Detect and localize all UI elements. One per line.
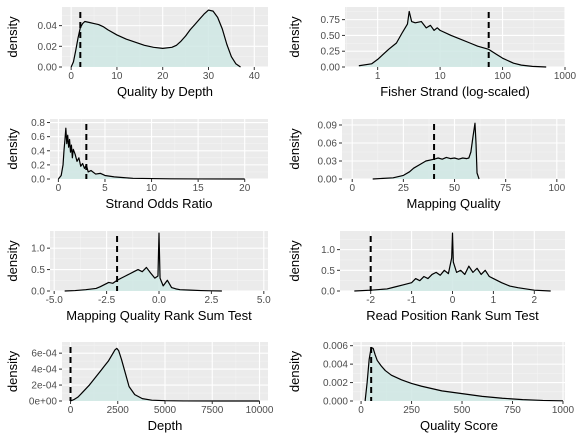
- x-tick-label: 2500: [107, 405, 130, 416]
- x-tick-label: 0: [68, 405, 74, 416]
- y-tick-label: 1.0: [31, 244, 45, 255]
- y-tick-label: 0.04: [38, 21, 58, 32]
- density-panel-6: 0 2500 5000 7500 10000 0e+00 2e-04 4e-04 6e-04 De…: [5, 342, 274, 433]
- y-tick-label: 0.8: [31, 118, 45, 129]
- x-tick-label: 2: [532, 295, 538, 306]
- x-tick-label: -5.0: [46, 295, 64, 306]
- y-tick-label: 0.03: [318, 157, 338, 168]
- y-tick-label: 0.25: [321, 47, 341, 58]
- y-tick-label: 0.75: [321, 15, 341, 26]
- y-tick-label: 4e-04: [31, 365, 57, 376]
- x-tick-label: 20: [157, 71, 169, 82]
- x-tick-label: -2.5: [98, 295, 116, 306]
- y-tick-label: 0.00: [318, 175, 338, 186]
- y-tick-label: 0.006: [323, 341, 348, 352]
- x-tick-label: 5: [102, 183, 108, 194]
- y-tick-label: 0.0: [31, 175, 45, 186]
- y-tick-label: 0.000: [323, 397, 348, 408]
- y-axis-title: density: [5, 240, 20, 282]
- x-tick-label: 30: [203, 71, 215, 82]
- x-tick-label: 2.5: [204, 295, 218, 306]
- x-axis-title: Strand Odds Ratio: [106, 196, 213, 211]
- x-tick-label: 250: [403, 405, 420, 416]
- x-tick-label: 0: [358, 405, 364, 416]
- y-tick-label: 0.6: [31, 132, 45, 143]
- x-axis-title: Quality Score: [420, 418, 498, 433]
- density-panel-7: 0 250 500 750 1000 0.000 0.002 0.004 0.006 Qualit…: [287, 341, 575, 433]
- y-tick-label: 0.50: [321, 31, 341, 42]
- x-tick-label: 5.0: [257, 295, 271, 306]
- x-tick-label: 75: [500, 183, 512, 194]
- x-axis-title: Quality by Depth: [117, 84, 213, 99]
- x-tick-label: 0: [349, 183, 355, 194]
- y-axis-title: density: [287, 350, 302, 392]
- y-axis-title: density: [5, 128, 20, 170]
- y-axis-title: density: [287, 128, 302, 170]
- x-tick-label: 100: [548, 183, 565, 194]
- x-tick-label: 500: [454, 405, 471, 416]
- y-tick-label: 0.00: [321, 63, 341, 74]
- y-tick-label: 0.2: [31, 160, 45, 171]
- x-tick-label: 10: [146, 183, 158, 194]
- density-panel-3: 0 25 50 75 100 0.00 0.03 0.06 0.09 Mapping Qualit…: [287, 119, 566, 211]
- x-tick-label: -1: [407, 295, 416, 306]
- density-panel-0: 0 10 20 30 40 0.00 0.02 0.04 Quality by Depth den…: [5, 7, 268, 99]
- x-tick-label: 0: [68, 71, 74, 82]
- y-tick-label: 0.5: [31, 265, 45, 276]
- x-axis-title: Mapping Quality Rank Sum Test: [66, 308, 252, 323]
- y-tick-label: 0.004: [323, 360, 348, 371]
- density-panel-2: 0 5 10 15 20 0.0 0.2 0.4 0.6 0.8 Strand Odds Ratio…: [5, 118, 268, 211]
- x-tick-label: 10: [435, 71, 447, 82]
- x-tick-label: 1: [491, 295, 497, 306]
- x-axis-title: Mapping Quality: [407, 196, 501, 211]
- y-axis-title: density: [287, 240, 302, 282]
- x-axis-title: Fisher Strand (log-scaled): [380, 84, 530, 99]
- density-panel-4: -5.0 -2.5 0.0 2.5 5.0 0.0 0.5 1.0 Mapping Qualit…: [5, 231, 271, 323]
- y-tick-label: 0.0: [31, 287, 45, 298]
- x-tick-label: 0: [450, 295, 456, 306]
- x-tick-label: 5000: [154, 405, 177, 416]
- y-tick-label: 0.02: [38, 42, 58, 53]
- y-tick-label: 0.4: [31, 146, 45, 157]
- x-tick-label: 10000: [246, 405, 274, 416]
- y-tick-label: 6e-04: [31, 349, 57, 360]
- x-tick-label: 40: [249, 71, 261, 82]
- x-tick-label: 7500: [201, 405, 224, 416]
- y-tick-label: 0.002: [323, 378, 348, 389]
- y-tick-label: 0.0: [321, 287, 335, 298]
- y-axis-title: density: [287, 16, 302, 58]
- x-tick-label: -2: [366, 295, 375, 306]
- y-tick-label: 0.5: [321, 266, 335, 277]
- y-tick-label: 2e-04: [31, 381, 57, 392]
- y-tick-label: 0.09: [318, 121, 338, 132]
- x-tick-label: 10: [111, 71, 123, 82]
- y-tick-label: 0.00: [38, 63, 58, 74]
- x-tick-label: 1000: [554, 71, 577, 82]
- x-tick-label: 0.0: [152, 295, 166, 306]
- x-tick-label: 750: [504, 405, 521, 416]
- x-tick-label: 1000: [552, 405, 575, 416]
- x-tick-label: 50: [449, 183, 461, 194]
- y-axis-title: density: [5, 16, 20, 58]
- y-tick-label: 0.06: [318, 139, 338, 150]
- x-tick-label: 25: [398, 183, 410, 194]
- y-tick-label: 0e+00: [29, 397, 58, 408]
- density-panel-1: 1 10 100 1000 0.00 0.25 0.50 0.75 Fisher Strand …: [287, 7, 577, 99]
- x-tick-label: 15: [193, 183, 205, 194]
- y-axis-title: density: [5, 350, 20, 392]
- x-tick-label: 100: [494, 71, 511, 82]
- y-tick-label: 1.0: [321, 245, 335, 256]
- density-panel-5: -2 -1 0 1 2 0.0 0.5 1.0 Read Position Rank Sum T…: [287, 231, 565, 323]
- x-axis-title: Depth: [148, 418, 183, 433]
- x-tick-label: 1: [375, 71, 381, 82]
- x-axis-title: Read Position Rank Sum Test: [366, 308, 539, 323]
- x-tick-label: 0: [56, 183, 62, 194]
- x-tick-label: 20: [239, 183, 251, 194]
